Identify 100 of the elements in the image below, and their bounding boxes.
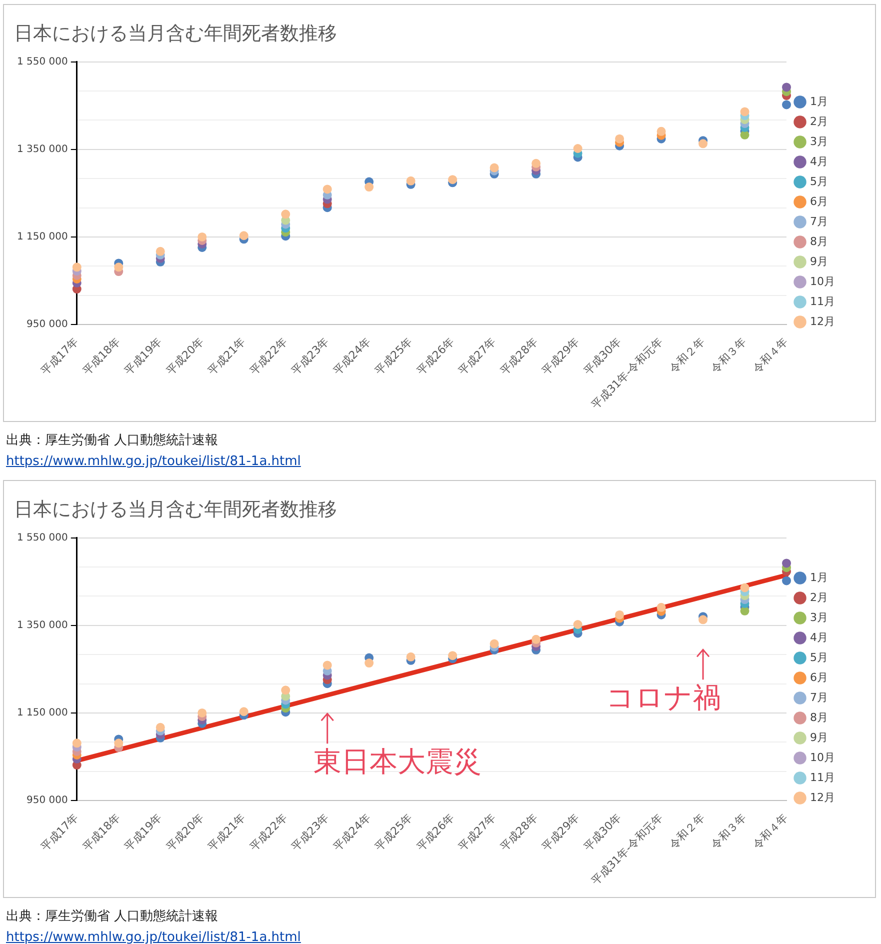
point	[322, 660, 332, 670]
x-tick-label: 平成20年	[164, 811, 206, 854]
x-tick-label: 平成29年	[540, 335, 582, 378]
point	[72, 262, 82, 272]
x-tick-label: 平成28年	[498, 811, 540, 854]
point	[615, 610, 624, 620]
y-tick-label: 1 150 000	[16, 708, 68, 719]
point	[448, 651, 458, 660]
y-tick-label: 950 000	[26, 319, 68, 330]
y-tick-label: 1 550 000	[16, 532, 68, 544]
legend-label: 7月	[810, 214, 828, 228]
point	[406, 652, 416, 662]
x-tick-label: 平成20年	[164, 335, 206, 378]
point	[698, 615, 708, 624]
legend-label: 9月	[810, 254, 828, 268]
y-tick-label: 1 350 000	[16, 620, 68, 631]
source-note: 出典：厚生労働省 人口動態統計速報	[6, 908, 220, 926]
x-tick-label: 令和４年	[750, 811, 791, 852]
x-tick-label: 平成21年	[206, 811, 248, 854]
point	[281, 210, 290, 219]
y-tick-label: 1 350 000	[16, 144, 68, 155]
legend-label: 5月	[810, 174, 828, 188]
point	[532, 158, 541, 168]
x-tick-label: 平成23年	[289, 335, 332, 378]
text: https://www.mhlw.go.jp/toukei/list/81-1a.html	[6, 453, 302, 471]
x-tick-label: 平成23年	[289, 811, 332, 854]
legend-label: 11月	[810, 294, 836, 308]
legend-label: 1月	[810, 94, 828, 108]
point	[782, 576, 792, 586]
point	[156, 246, 165, 256]
legend-label: 12月	[810, 790, 836, 804]
point	[448, 175, 458, 184]
point	[782, 100, 792, 110]
legend-label: 4月	[810, 630, 828, 644]
point	[532, 634, 541, 644]
legend-label: 10月	[810, 750, 836, 764]
point	[156, 722, 165, 732]
x-tick-label: 平成28年	[498, 335, 540, 378]
x-tick-label: 平成25年	[372, 811, 415, 854]
x-tick-label: 令和４年	[750, 335, 791, 376]
point	[782, 82, 792, 92]
point	[281, 686, 290, 695]
point	[740, 583, 750, 592]
y-tick-label: 1 150 000	[16, 232, 68, 243]
x-tick-label: 令和３年	[708, 811, 749, 852]
point	[364, 182, 374, 192]
point	[72, 738, 82, 748]
legend-label: 5月	[810, 650, 828, 664]
chart-title: 日本における当月含む年間死者数推移	[14, 498, 337, 520]
legend-label: 6月	[810, 194, 828, 208]
point	[698, 139, 708, 148]
legend-label: 8月	[810, 710, 828, 724]
legend-label: 8月	[810, 234, 828, 248]
point	[573, 144, 582, 153]
chart-title: 日本における当月含む年間死者数推移	[14, 22, 337, 44]
x-tick-label: 平成22年	[247, 335, 290, 378]
x-tick-label: 令和２年	[666, 335, 708, 376]
legend-label: 2月	[810, 114, 828, 128]
point	[656, 602, 666, 612]
x-tick-label: 平成26年	[414, 811, 457, 854]
x-tick-label: 平成19年	[122, 811, 165, 854]
point	[198, 708, 207, 718]
legend-label: 9月	[810, 730, 828, 744]
x-tick-label: 平成25年	[372, 335, 415, 378]
x-tick-label: 平成17年	[38, 335, 82, 378]
x-tick-label: 令和２年	[666, 811, 708, 852]
x-tick-label: 平成19年	[122, 335, 165, 378]
legend-label: 6月	[810, 670, 828, 684]
x-tick-label: 平成24年	[330, 335, 374, 378]
point	[114, 262, 124, 272]
x-tick-label: 平成26年	[414, 335, 457, 378]
point	[782, 558, 792, 568]
x-tick-label: 平成27年	[456, 811, 498, 854]
legend-label: 3月	[810, 134, 828, 148]
point	[406, 176, 416, 186]
point	[239, 231, 248, 240]
x-tick-label: 平成27年	[456, 335, 498, 378]
x-tick-label: 令和３年	[708, 335, 749, 376]
legend-label: 11月	[810, 770, 836, 784]
x-tick-label: 平成17年	[38, 811, 82, 854]
point	[615, 134, 624, 144]
y-tick-label: 1 550 000	[16, 56, 68, 68]
y-tick-label: 950 000	[26, 795, 68, 806]
point	[322, 184, 332, 194]
source-note: 出典：厚生労働省 人口動態統計速報	[6, 432, 220, 450]
legend-label: 1月	[810, 570, 828, 584]
legend-label: 2月	[810, 590, 828, 604]
point	[656, 126, 666, 136]
legend-label: 7月	[810, 690, 828, 704]
legend-label: 4月	[810, 154, 828, 168]
point	[490, 163, 499, 172]
x-tick-label: 平成24年	[330, 811, 374, 854]
point	[114, 738, 124, 748]
x-tick-label: 平成29年	[540, 811, 582, 854]
text: https://www.mhlw.go.jp/toukei/list/81-1a.html	[6, 929, 302, 944]
point	[490, 639, 499, 648]
point	[740, 107, 750, 116]
x-tick-label: 平成18年	[80, 811, 123, 854]
point	[573, 620, 582, 629]
x-tick-label: 平成21年	[206, 335, 248, 378]
